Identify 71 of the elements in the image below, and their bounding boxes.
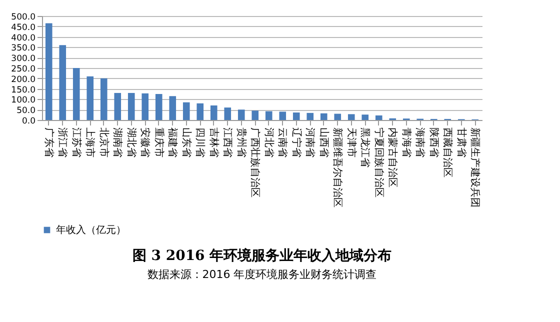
x-tick-label: 新疆维吾尔自治区 [332, 128, 344, 208]
bar [114, 92, 122, 120]
bar [306, 112, 314, 120]
x-tick-label: 辽宁省 [290, 128, 302, 158]
x-tick-label: 四川省 [194, 128, 206, 158]
x-tick-label: 福建省 [166, 128, 179, 158]
bar [86, 76, 94, 120]
x-tick-label: 湖北省 [125, 128, 138, 158]
bar [155, 94, 162, 120]
bar [252, 110, 259, 120]
y-tick-label: 350.0 [11, 44, 36, 54]
y-tick-label: 50.0 [16, 106, 36, 116]
bar [265, 111, 272, 120]
x-tick-label: 上海市 [84, 128, 96, 158]
bar [279, 112, 286, 120]
bar [334, 114, 342, 120]
x-tick-label: 黑龙江省 [359, 128, 372, 168]
text: 图 3 2016 年环境服务业年收入地域分布 [132, 247, 392, 264]
y-tick-label: 450.0 [11, 22, 36, 33]
x-tick-label: 广东省 [42, 128, 55, 158]
y-tick-label: 200.0 [11, 74, 36, 85]
y-tick-label: 150.0 [11, 85, 36, 96]
bar [72, 68, 80, 120]
x-tick-label: 江西省 [222, 128, 234, 158]
bar [59, 45, 66, 120]
bar [238, 110, 245, 120]
y-tick-label: 0.0 [22, 116, 36, 126]
y-tick-label: 100.0 [11, 96, 36, 106]
x-tick-label: 山东省 [180, 128, 192, 158]
x-tick-label: 云南省 [276, 128, 289, 158]
x-tick-label: 山西省 [318, 128, 330, 158]
x-tick-label: 西藏自治区 [442, 128, 454, 178]
legend-label: 年收入（亿元） [56, 224, 126, 236]
x-tick-label: 天津市 [345, 128, 358, 158]
x-tick-label: 宁夏回族自治区 [372, 128, 385, 198]
bar [100, 78, 108, 120]
x-tick-label: 重庆市 [152, 128, 165, 158]
bar [128, 92, 135, 120]
source-note: 数据来源：2016 年度环境服务业财务统计调查 [147, 268, 377, 281]
bar [320, 113, 328, 120]
x-tick-label: 内蒙古自治区 [386, 128, 399, 188]
bar [375, 115, 382, 120]
x-tick-label: 安徽省 [139, 128, 152, 158]
x-tick-label: 新疆生产建设兵团 [469, 128, 482, 208]
bar [182, 102, 190, 120]
x-tick-label: 陕西省 [428, 128, 440, 158]
x-tick-label: 青海省 [400, 128, 412, 158]
y-tick-label: 250.0 [11, 64, 36, 74]
bar [224, 108, 232, 120]
bar [362, 114, 369, 120]
bar [196, 103, 204, 120]
bar [210, 105, 218, 120]
bar [142, 93, 149, 120]
x-tick-label: 河南省 [304, 128, 316, 158]
bar [292, 112, 300, 120]
x-tick-label: 海南省 [414, 128, 426, 158]
bar [45, 23, 52, 120]
x-tick-label: 江苏省 [70, 128, 82, 158]
x-tick-label: 贵州省 [235, 128, 248, 158]
x-tick-label: 广西壮族自治区 [249, 128, 262, 198]
x-tick-label: 北京市 [98, 128, 110, 158]
bar [348, 114, 355, 120]
y-tick-label: 300.0 [11, 54, 36, 64]
x-tick-label: 河北省 [262, 128, 275, 158]
x-tick-label: 湖南省 [112, 128, 124, 158]
y-tick-label: 400.0 [11, 33, 36, 44]
x-tick-label: 浙江省 [56, 128, 69, 158]
x-tick-label: 甘肃省 [455, 128, 468, 158]
bar [169, 96, 176, 120]
y-tick-label: 500.0 [11, 12, 36, 22]
x-tick-label: 吉林省 [208, 128, 220, 158]
